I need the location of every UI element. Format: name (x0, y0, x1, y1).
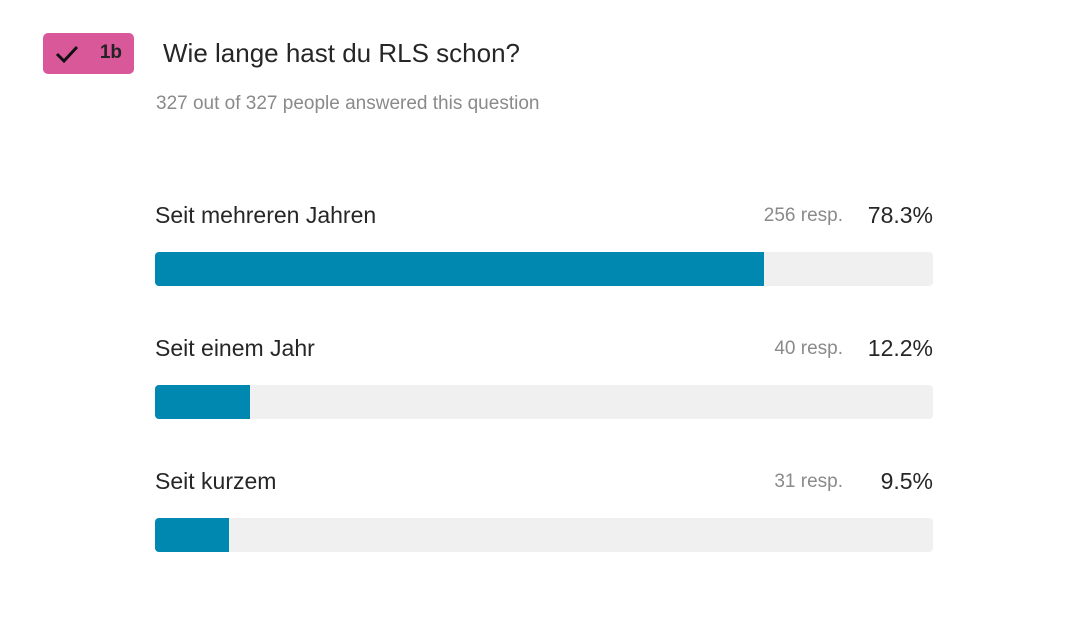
percent-label: 9.5% (880, 468, 933, 494)
bar (155, 385, 250, 419)
response-count: 31 resp. (774, 471, 843, 492)
bar-track (155, 252, 933, 286)
answer-row: Seit kurzem 31 resp. 9.5% (155, 468, 933, 568)
answer-row: Seit einem Jahr 40 resp. 12.2% (155, 335, 933, 435)
answer-label: Seit mehreren Jahren (155, 202, 377, 228)
percent-label: 12.2% (867, 335, 933, 361)
question-title: Wie lange hast du RLS schon? (163, 38, 520, 68)
bar-track (155, 518, 933, 552)
answer-label: Seit kurzem (155, 468, 277, 494)
badge-label: 1b (99, 42, 122, 63)
check-icon (55, 45, 79, 64)
answer-row: Seit mehreren Jahren 256 resp. 78.3% (155, 202, 933, 302)
bar (155, 518, 229, 552)
question-badge: 1b (43, 33, 134, 74)
question-subtitle: 327 out of 327 people answered this ques… (156, 93, 540, 114)
percent-label: 78.3% (867, 202, 933, 228)
bar-track (155, 385, 933, 419)
response-count: 40 resp. (774, 338, 843, 359)
bar (155, 252, 765, 286)
answer-label: Seit einem Jahr (155, 335, 315, 361)
response-count: 256 resp. (763, 205, 843, 226)
